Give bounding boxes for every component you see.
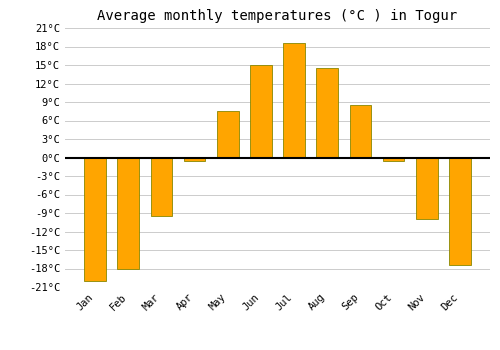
Bar	[284, 43, 305, 158]
Bar	[350, 105, 371, 158]
Bar	[316, 68, 338, 158]
Bar	[250, 65, 272, 158]
Bar	[150, 158, 172, 216]
Bar	[383, 158, 404, 161]
Bar	[217, 111, 238, 158]
Bar	[449, 158, 470, 265]
Bar	[416, 158, 438, 219]
Title: Average monthly temperatures (°C ) in Togur: Average monthly temperatures (°C ) in To…	[98, 9, 458, 23]
Bar	[118, 158, 139, 268]
Bar	[84, 158, 106, 281]
Bar	[184, 158, 206, 161]
